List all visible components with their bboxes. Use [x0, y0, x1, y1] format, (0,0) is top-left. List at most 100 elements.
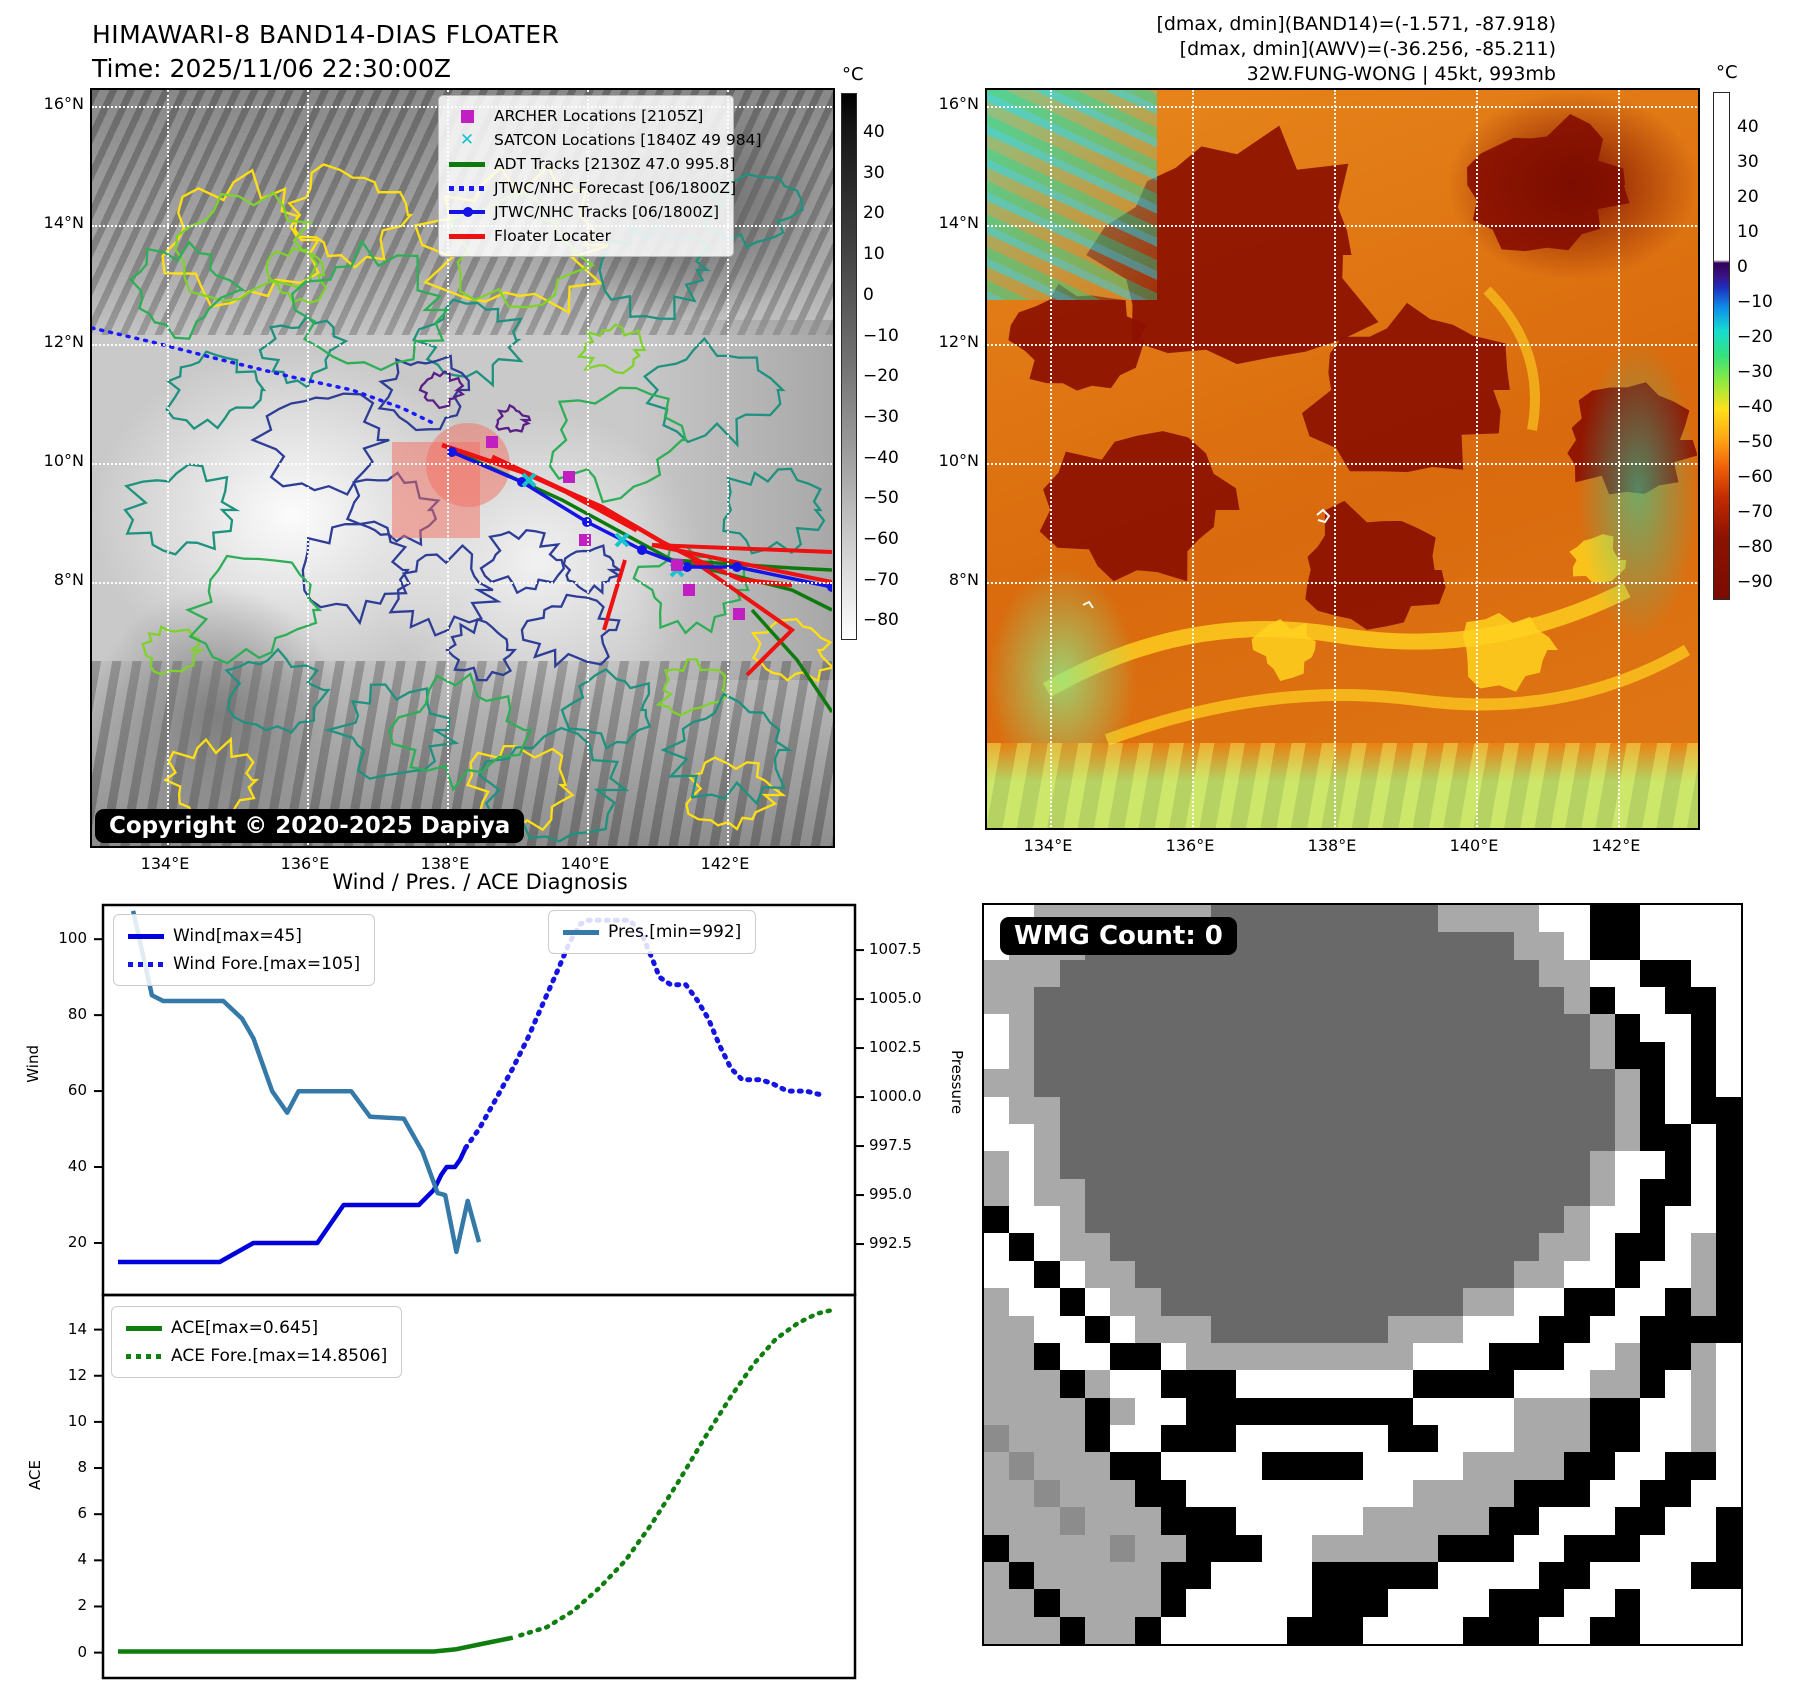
wmg-pixel	[1665, 959, 1691, 988]
wmg-pixel	[1513, 1425, 1540, 1453]
wmg-pixel	[1438, 1014, 1464, 1042]
wmg-pixel	[1438, 1151, 1464, 1179]
wmg-pixel	[1185, 1178, 1212, 1207]
wmg-pixel	[1488, 959, 1514, 988]
wmg-pixel	[1690, 1616, 1716, 1644]
wmg-pixel	[1513, 1233, 1540, 1261]
wmg-pixel	[984, 1206, 1010, 1234]
ace-fore-legend-item-label: ACE Fore.[max=14.8506]	[171, 1346, 388, 1366]
wmg-pixel	[1690, 1233, 1716, 1261]
wmg-pixel	[1160, 1534, 1186, 1562]
wmg-pixel	[1690, 1014, 1716, 1042]
wmg-pixel	[1286, 905, 1313, 933]
contour	[660, 692, 794, 806]
wmg-pixel	[1665, 1342, 1691, 1371]
wmg-pixel	[1211, 1233, 1237, 1261]
right-map-ytick: 14°N	[938, 213, 979, 232]
map-legend-item-label: Floater Locater	[494, 227, 611, 245]
wmg-pixel	[1261, 1041, 1287, 1070]
wmg-pixel	[1690, 1397, 1716, 1426]
left-colorbar-tick: 30	[863, 162, 885, 183]
gridline	[92, 582, 832, 584]
wmg-pixel	[1438, 1041, 1464, 1070]
jtwc-track-point	[732, 562, 742, 572]
wmg-pixel	[1337, 1397, 1363, 1426]
wmg-pixel	[1614, 1260, 1641, 1289]
wmg-pixel	[1539, 932, 1565, 960]
wmg-pixel	[1564, 1123, 1590, 1152]
wmg-pixel	[984, 1589, 1010, 1617]
wmg-pixel	[1286, 987, 1313, 1015]
wmg-pixel	[1110, 1233, 1136, 1261]
wmg-pixel	[1034, 1370, 1060, 1398]
wmg-pixel	[1513, 1589, 1540, 1617]
wmg-pixel	[1665, 1206, 1691, 1234]
wmg-pixel	[1135, 1206, 1161, 1234]
wmg-pixel	[1211, 1561, 1237, 1590]
wmg-pixel	[1438, 1206, 1464, 1234]
wmg-pixel	[1564, 1041, 1590, 1070]
wmg-pixel	[1513, 1151, 1540, 1179]
wmg-pixel	[1589, 1233, 1615, 1261]
wmg-pixel	[1059, 1342, 1085, 1371]
wmg-pixel	[1211, 1342, 1237, 1371]
wmg-pixel	[1362, 1288, 1388, 1316]
wmg-pixel	[1135, 1561, 1161, 1590]
wmg-pixel	[1337, 1288, 1363, 1316]
wmg-panel: WMG Count: 0	[982, 903, 1743, 1646]
wmg-pixel	[1110, 1315, 1136, 1343]
wmg-pixel	[1261, 1260, 1287, 1289]
wmg-pixel	[1463, 1233, 1489, 1261]
wmg-pixel	[1513, 1342, 1540, 1371]
wmg-pixel	[1261, 1315, 1287, 1343]
wmg-pixel	[1362, 1589, 1388, 1617]
wmg-pixel	[1286, 1233, 1313, 1261]
left-map-ytick: 8°N	[53, 570, 84, 589]
series-Wind[max=45]	[118, 1147, 468, 1265]
wmg-pixel	[1236, 1123, 1262, 1152]
wmg-pixel	[1438, 1397, 1464, 1426]
left-map-xtick: 134°E	[140, 854, 190, 873]
wmg-pixel	[1034, 1534, 1060, 1562]
ace-legend-item-label: ACE[max=0.645]	[171, 1318, 319, 1338]
enhanced-ir-map	[985, 88, 1700, 830]
right-map-xtick: 142°E	[1591, 836, 1641, 855]
right-colorbar-tick: −40	[1737, 397, 1773, 417]
ir-colorbar	[1713, 92, 1730, 600]
wmg-pixel	[1690, 1069, 1716, 1097]
contour	[165, 350, 267, 431]
left-colorbar-tick: −10	[863, 325, 899, 346]
colorbar-unit-left: °C	[842, 64, 864, 85]
wmg-pixel	[1665, 1397, 1691, 1426]
wmg-pixel	[1564, 1479, 1590, 1508]
wmg-pixel	[1211, 1096, 1237, 1124]
wmg-pixel	[1185, 1315, 1212, 1343]
wmg-pixel	[1236, 987, 1262, 1015]
wmg-pixel	[1640, 1014, 1666, 1042]
wmg-pixel	[1261, 1397, 1287, 1426]
wmg-pixel	[1084, 1507, 1111, 1535]
wmg-pixel	[1211, 1151, 1237, 1179]
wmg-pixel	[1135, 1178, 1161, 1207]
wmg-pixel	[1690, 1452, 1716, 1480]
wmg-pixel	[1387, 1178, 1413, 1207]
wmg-pixel	[1564, 1233, 1590, 1261]
wmg-pixel	[1362, 1315, 1388, 1343]
wmg-pixel	[1160, 1315, 1186, 1343]
wmg-pixel	[1412, 1315, 1439, 1343]
left-map-xtick: 138°E	[420, 854, 470, 873]
wmg-pixel	[1084, 1096, 1111, 1124]
wmg-pixel	[1564, 1616, 1590, 1644]
wmg-pixel	[1034, 1178, 1060, 1207]
wmg-pixel	[1387, 1425, 1413, 1453]
contour	[479, 528, 566, 595]
wmg-pixel	[1564, 1096, 1590, 1124]
chart-ytick: 80	[67, 1005, 87, 1024]
wmg-pixel	[1640, 1151, 1666, 1179]
wmg-pixel	[1690, 959, 1716, 988]
wmg-pixel	[1614, 905, 1641, 933]
wmg-pixel	[1185, 1069, 1212, 1097]
wmg-pixel	[1362, 1342, 1388, 1371]
wmg-pixel	[1488, 1342, 1514, 1371]
archer-marker	[486, 436, 498, 448]
